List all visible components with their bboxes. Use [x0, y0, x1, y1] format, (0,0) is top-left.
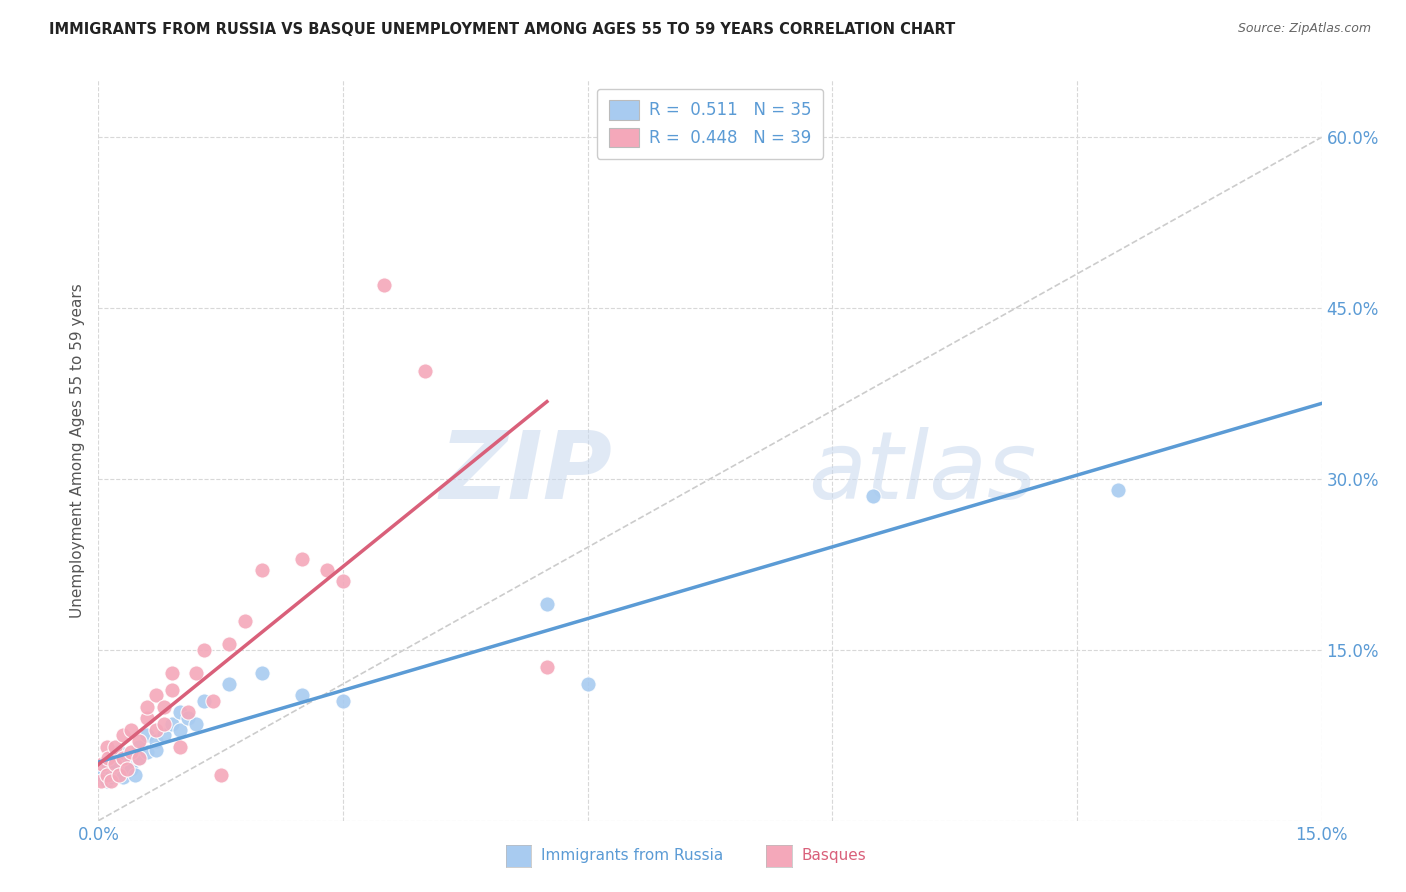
- Point: [209, 768, 232, 782]
- Point: [373, 278, 395, 293]
- Point: [160, 682, 183, 697]
- Point: [186, 716, 208, 731]
- Point: [193, 694, 215, 708]
- Point: [111, 751, 134, 765]
- Point: [576, 677, 599, 691]
- Text: ZIP: ZIP: [439, 426, 612, 518]
- Point: [145, 743, 167, 757]
- Point: [193, 642, 215, 657]
- Point: [177, 706, 200, 720]
- Point: [177, 711, 200, 725]
- Point: [145, 723, 167, 737]
- Point: [413, 364, 436, 378]
- Point: [96, 768, 118, 782]
- Point: [97, 756, 120, 771]
- Point: [100, 770, 122, 784]
- Point: [104, 768, 127, 782]
- Point: [128, 751, 150, 765]
- Point: [91, 768, 114, 782]
- Y-axis label: Unemployment Among Ages 55 to 59 years: Unemployment Among Ages 55 to 59 years: [69, 283, 84, 618]
- Point: [160, 665, 183, 680]
- Point: [104, 756, 127, 771]
- Point: [169, 723, 191, 737]
- Point: [291, 551, 314, 566]
- Point: [111, 751, 134, 765]
- Point: [100, 773, 122, 788]
- Point: [128, 751, 150, 765]
- Point: [97, 751, 120, 765]
- Point: [120, 763, 142, 777]
- Point: [124, 768, 146, 782]
- Point: [111, 770, 134, 784]
- Point: [105, 763, 128, 777]
- Point: [152, 716, 174, 731]
- Point: [115, 763, 138, 777]
- Point: [90, 773, 112, 788]
- Point: [136, 728, 159, 742]
- Text: Immigrants from Russia: Immigrants from Russia: [541, 848, 724, 863]
- Point: [536, 597, 558, 611]
- Point: [315, 563, 337, 577]
- Point: [91, 756, 114, 771]
- Point: [128, 734, 150, 748]
- Point: [169, 706, 191, 720]
- Text: atlas: atlas: [808, 427, 1036, 518]
- Point: [152, 728, 174, 742]
- Point: [108, 768, 131, 782]
- Point: [291, 689, 314, 703]
- Point: [120, 751, 142, 765]
- Point: [218, 677, 240, 691]
- Point: [96, 773, 118, 788]
- Point: [233, 615, 256, 629]
- Point: [128, 739, 150, 754]
- Point: [145, 689, 167, 703]
- Point: [201, 694, 224, 708]
- Point: [136, 711, 159, 725]
- Point: [104, 739, 127, 754]
- Point: [536, 660, 558, 674]
- Point: [136, 699, 159, 714]
- Point: [160, 716, 183, 731]
- Point: [169, 739, 191, 754]
- Text: Basques: Basques: [801, 848, 866, 863]
- Point: [250, 563, 273, 577]
- Point: [332, 574, 354, 589]
- Point: [145, 734, 167, 748]
- Point: [120, 723, 142, 737]
- Point: [120, 745, 142, 759]
- Point: [104, 751, 127, 765]
- Point: [96, 739, 118, 754]
- Text: Source: ZipAtlas.com: Source: ZipAtlas.com: [1237, 22, 1371, 36]
- Legend: R =  0.511   N = 35, R =  0.448   N = 39: R = 0.511 N = 35, R = 0.448 N = 39: [598, 88, 823, 159]
- Text: IMMIGRANTS FROM RUSSIA VS BASQUE UNEMPLOYMENT AMONG AGES 55 TO 59 YEARS CORRELAT: IMMIGRANTS FROM RUSSIA VS BASQUE UNEMPLO…: [49, 22, 956, 37]
- Point: [186, 665, 208, 680]
- Point: [152, 699, 174, 714]
- Point: [111, 728, 134, 742]
- Point: [115, 759, 138, 773]
- Point: [1107, 483, 1129, 498]
- Point: [136, 745, 159, 759]
- Point: [218, 637, 240, 651]
- Point: [862, 489, 884, 503]
- Point: [332, 694, 354, 708]
- Point: [250, 665, 273, 680]
- Point: [108, 745, 131, 759]
